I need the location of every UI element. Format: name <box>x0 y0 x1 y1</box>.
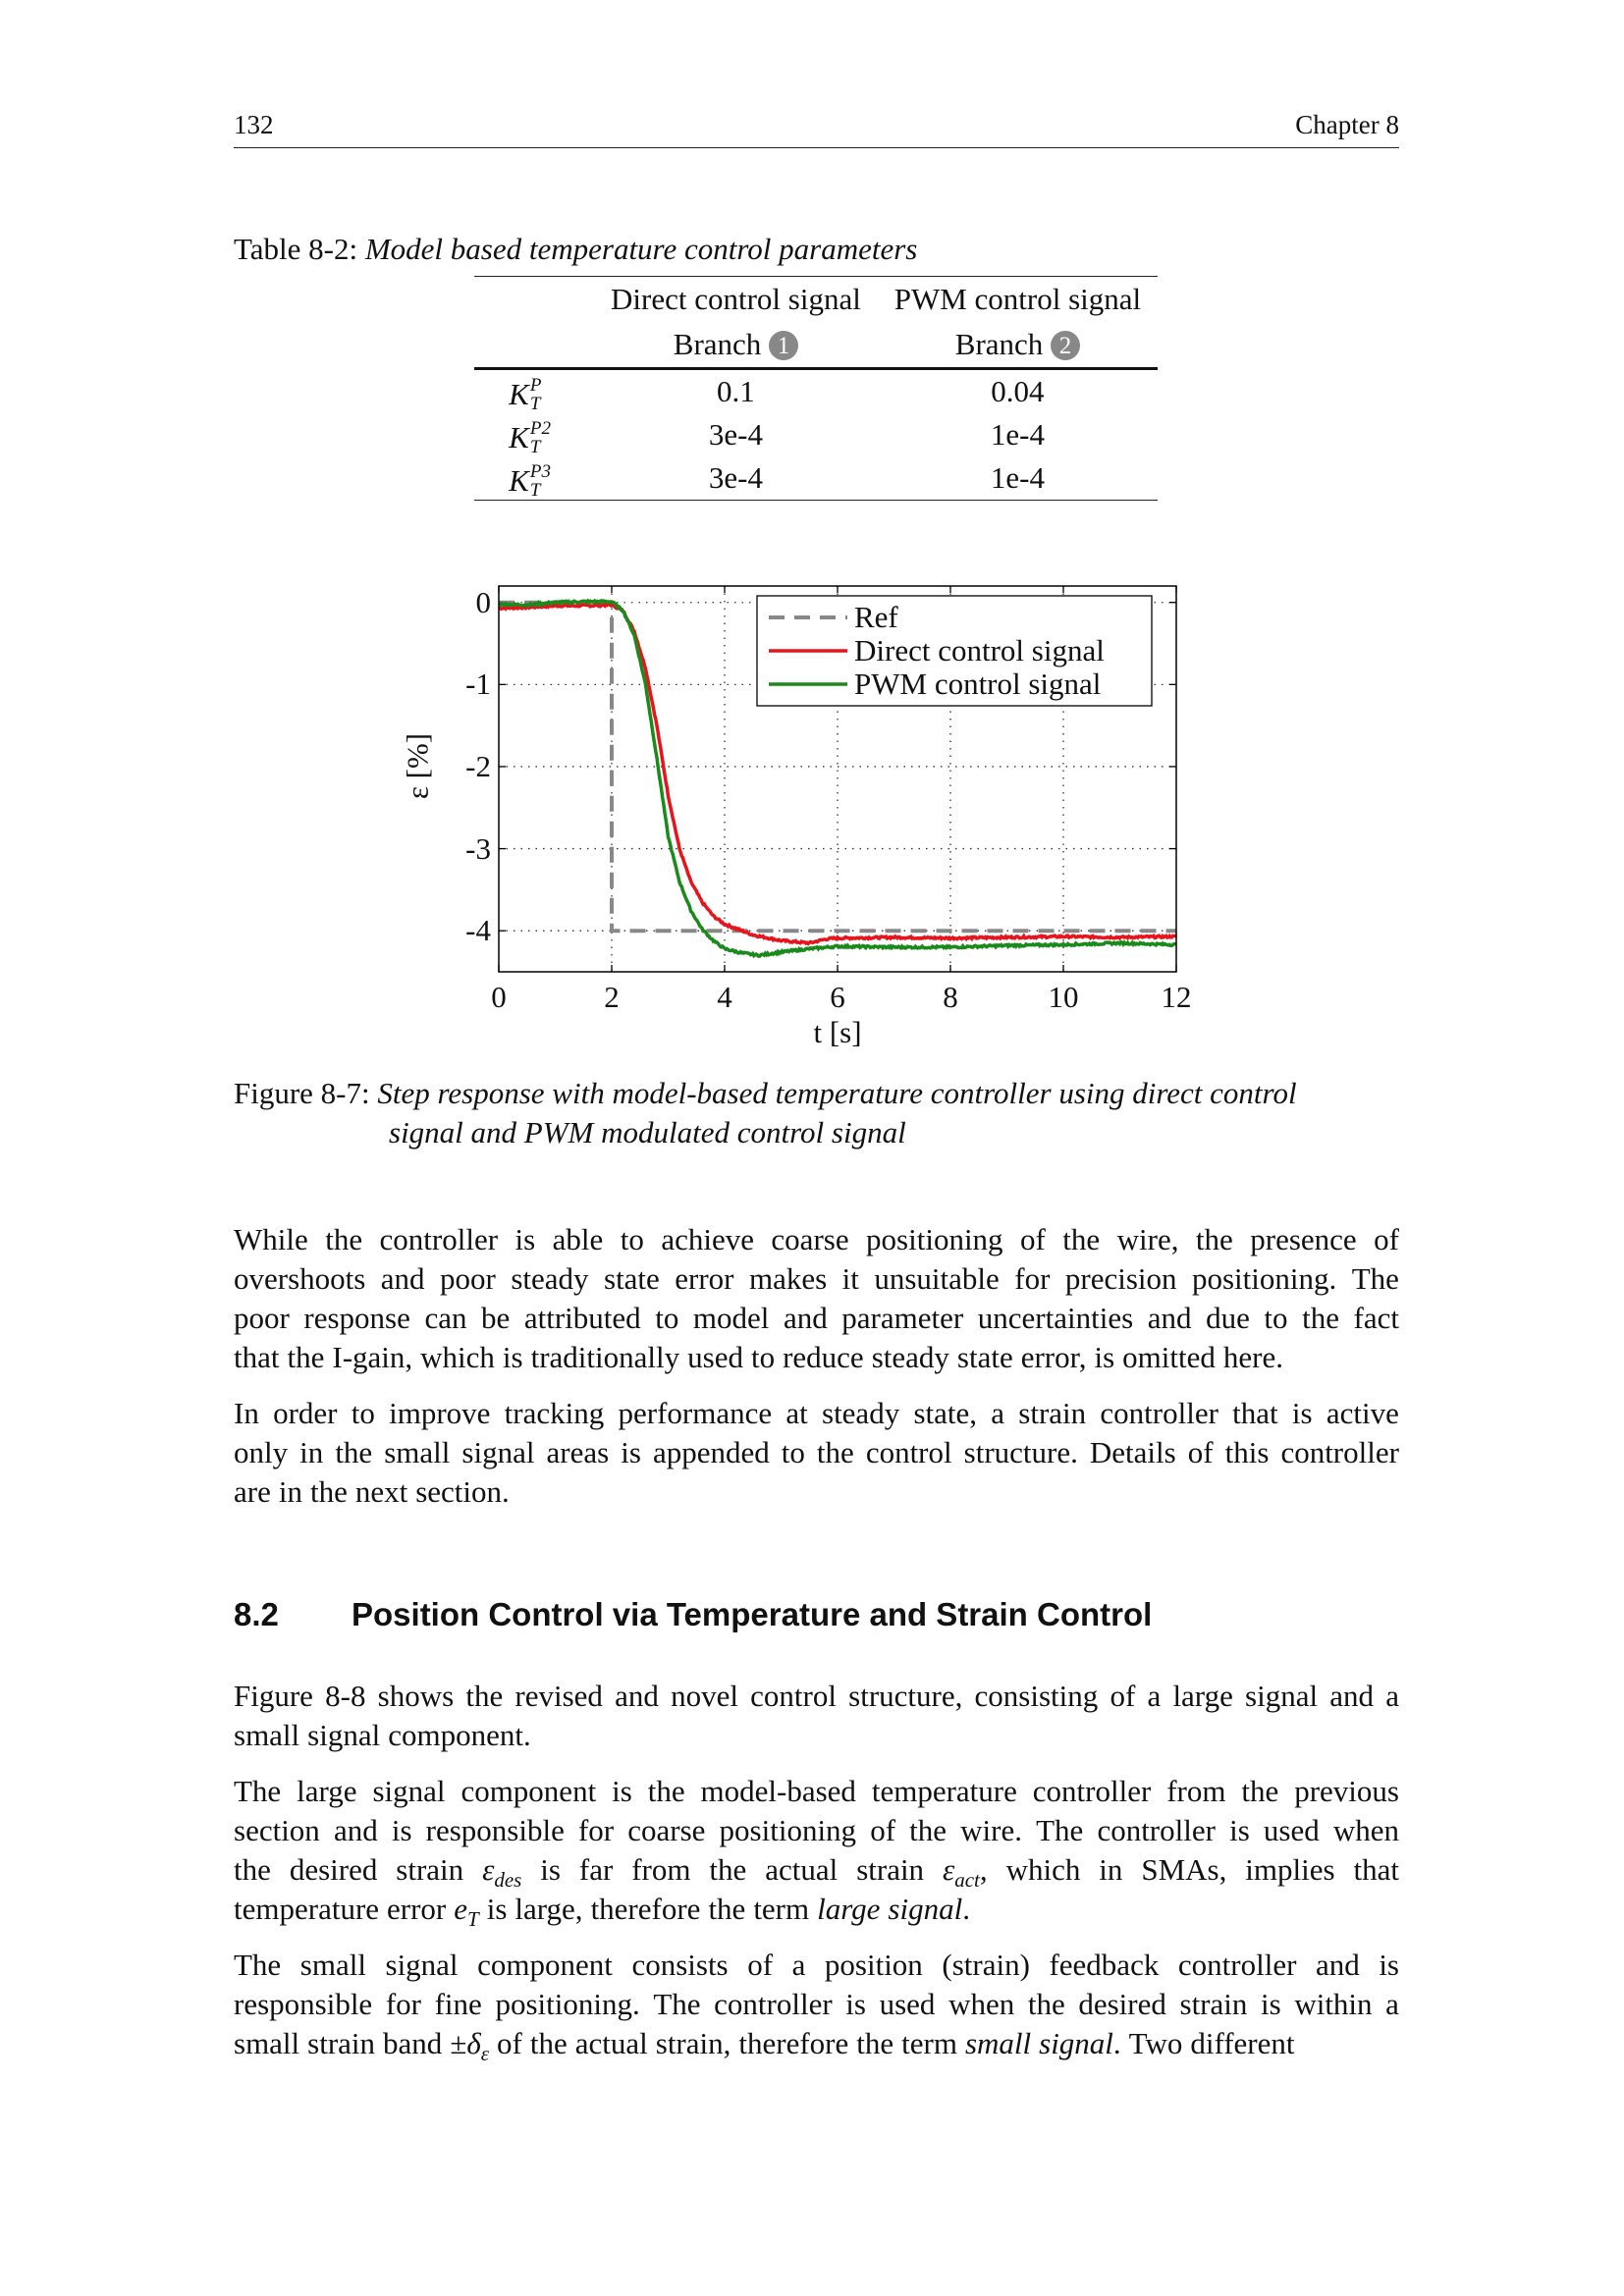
text-line: temperature error eT is large, therefore the te… <box>234 1892 970 1932</box>
table-branch-row: Branch 1 Branch 2 <box>474 322 1158 370</box>
figure-caption-line2: signal and PWM modulated control signal <box>389 1115 906 1149</box>
figure-caption-line1: Step response with model-based temperatu… <box>377 1076 1297 1110</box>
y-tick-label: -4 <box>465 913 491 948</box>
section-number: 8.2 <box>234 1596 279 1632</box>
text-line: overshoots and poor steady state error makes it… <box>234 1261 1399 1296</box>
y-axis-label: ε [%] <box>400 732 435 800</box>
table-header-row: Direct control signal PWM control signal <box>474 276 1158 322</box>
text-line: the desired strain εdes is far from the actual st… <box>234 1852 1399 1893</box>
table-caption: Table 8-2: Model based temperature contr… <box>234 232 917 267</box>
figure-caption: Figure 8-7: Step response with model-bas… <box>234 1074 1297 1152</box>
section-title: Position Control via Temperature and Str… <box>352 1596 1153 1632</box>
paragraph: Figure 8-8 shows the revised and novel control s… <box>234 1677 1399 1755</box>
y-tick-label: -1 <box>465 667 491 702</box>
series-line-direct-control-signal <box>498 601 1177 946</box>
x-tick-label: 2 <box>604 980 620 1014</box>
branch-label: Branch <box>673 327 762 361</box>
cell-direct: 0.1 <box>717 374 755 409</box>
parameter-symbol: K P2 T <box>509 417 551 457</box>
table-row: K P2 T 3e-4 1e-4 <box>474 413 1158 457</box>
header-rule <box>234 147 1399 148</box>
text-line: In order to improve tracking performance at ste… <box>234 1396 1399 1430</box>
parameter-table: Direct control signal PWM control signal… <box>474 276 1158 501</box>
paragraph: In order to improve tracking performance at ste… <box>234 1394 1399 1512</box>
x-tick-label: 8 <box>943 980 958 1014</box>
legend-label: Direct control signal <box>854 633 1105 667</box>
y-tick-label: -2 <box>465 748 491 783</box>
plot-frame <box>498 585 1177 973</box>
x-tick-label: 4 <box>717 980 732 1014</box>
column-header-direct: Direct control signal <box>594 276 878 322</box>
text-line: Figure 8-8 shows the revised and novel control s… <box>234 1679 1399 1713</box>
paragraph: While the controller is able to achieve coarse p… <box>234 1220 1399 1377</box>
text-line: poor response can be attributed to model and par… <box>234 1301 1399 1335</box>
paragraph: The large signal component is the model-based t… <box>234 1772 1399 1932</box>
branch-label: Branch <box>954 327 1044 361</box>
text-line: While the controller is able to achieve coarse p… <box>234 1222 1399 1256</box>
text-line: The large signal component is the model-based t… <box>234 1774 1399 1808</box>
text-line: only in the small signal areas is appended to the… <box>234 1435 1399 1469</box>
page-number: 132 <box>234 110 274 139</box>
text-line: are in the next section. <box>234 1474 510 1509</box>
text-line: responsible for fine positioning. The control… <box>234 1987 1399 2021</box>
legend-label: Ref <box>854 600 898 634</box>
cell-pwm: 1e-4 <box>990 417 1045 453</box>
table-caption-label: Table 8-2: <box>234 232 358 266</box>
column-header-pwm: PWM control signal <box>877 276 1158 322</box>
y-tick-label: -3 <box>465 830 491 866</box>
x-tick-label: 12 <box>1161 980 1192 1014</box>
text-line: small strain band ±δε of the actual strain, ther… <box>234 2026 1295 2066</box>
x-tick-label: 0 <box>491 980 507 1014</box>
table-caption-text: Model based temperature control paramete… <box>364 232 918 266</box>
body-text-before: While the controller is able to achieve coarse p… <box>234 1220 1399 1528</box>
y-tick-label: 0 <box>475 584 492 619</box>
parameter-symbol: K P3 T <box>509 460 551 501</box>
text-line: section and is responsible for coarse position… <box>234 1813 1399 1847</box>
cell-pwm: 1e-4 <box>877 455 1158 501</box>
running-header-chapter: Chapter 8 <box>1295 110 1399 139</box>
x-axis-label: t [s] <box>813 1015 862 1049</box>
cell-direct: 3e-4 <box>594 455 878 501</box>
cell-direct: 3e-4 <box>708 417 763 453</box>
section-heading: 8.2 Position Control via Temperature and … <box>234 1596 1152 1633</box>
series-line-pwm-control-signal <box>498 598 1177 959</box>
branch-number-badge: 1 <box>769 331 799 360</box>
cell-pwm: 0.04 <box>991 374 1045 409</box>
paragraph: The small signal component consists of a positi… <box>234 1946 1399 2066</box>
x-tick-label: 10 <box>1048 980 1079 1014</box>
text-line: that the I-gain, which is traditionally used to… <box>234 1340 1283 1374</box>
text-line: The small signal component consists of a positi… <box>234 1948 1399 1982</box>
table-row: K P3 T 3e-4 1e-4 <box>474 455 1158 501</box>
figure-caption-label: Figure 8-7: <box>234 1076 370 1110</box>
branch-number-badge: 2 <box>1051 331 1081 360</box>
step-response-chart <box>498 585 1177 973</box>
legend-label: PWM control signal <box>854 667 1102 701</box>
text-line: small signal component. <box>234 1718 531 1752</box>
body-text-after: Figure 8-8 shows the revised and novel control s… <box>234 1677 1399 2080</box>
x-tick-label: 6 <box>830 980 845 1014</box>
